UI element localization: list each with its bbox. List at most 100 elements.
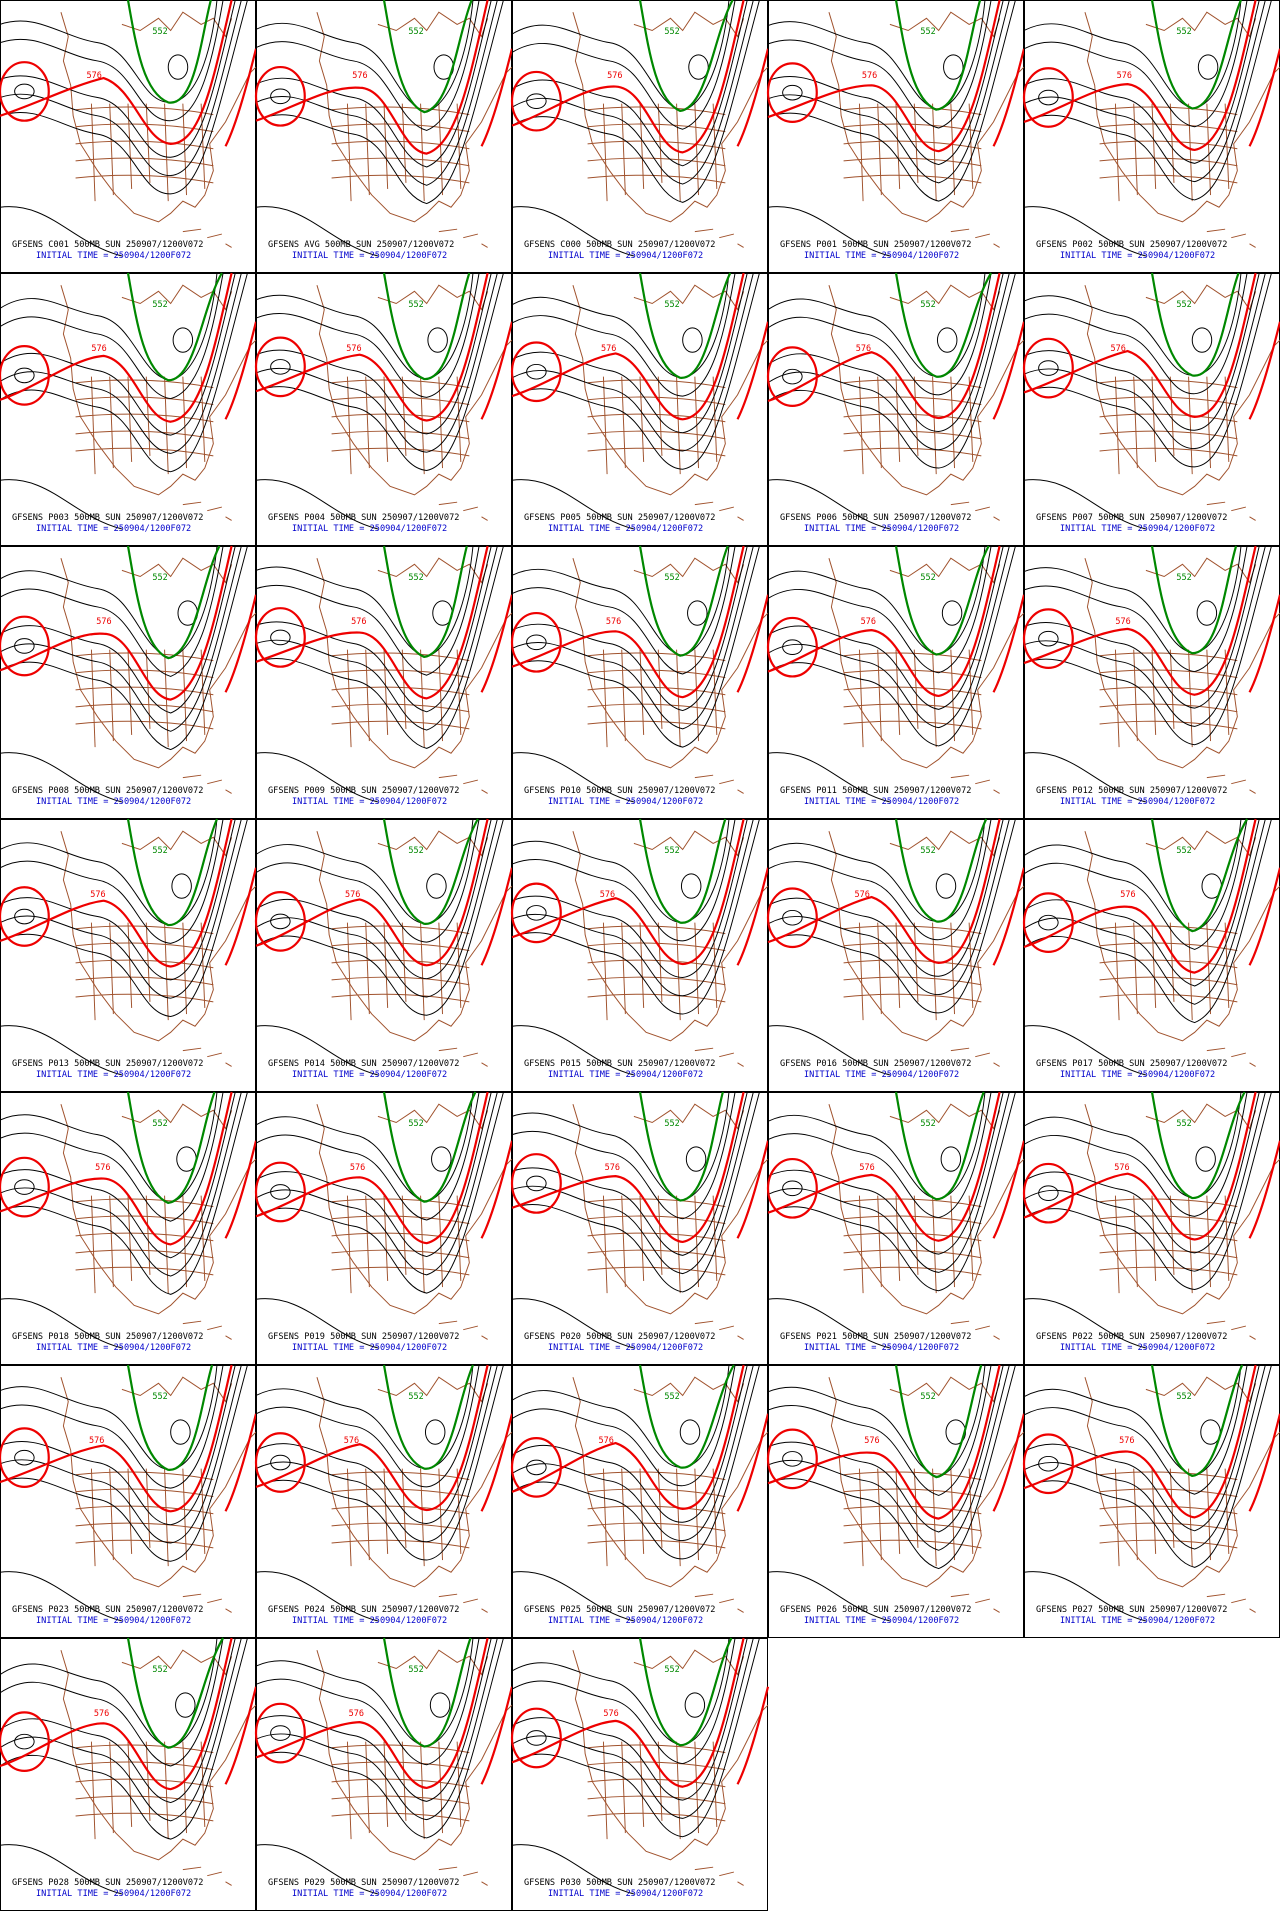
- contour-label: 552: [664, 300, 679, 310]
- border-line: [1224, 1468, 1230, 1554]
- height-contour: [1023, 818, 1248, 950]
- panel-title: GFSENS P027 500MB SUN 250907/1200V072: [1036, 1605, 1227, 1615]
- border-line: [1169, 649, 1175, 729]
- low-center: [684, 1692, 706, 1718]
- border-line: [75, 174, 214, 184]
- border-line: [331, 703, 470, 713]
- map: 576 552: [0, 272, 258, 530]
- border-line: [877, 1468, 882, 1561]
- height-contour: [0, 1364, 224, 1489]
- contour-576-east: [480, 1140, 514, 1239]
- panel-title: GFSENS P015 500MB SUN 250907/1200V072: [524, 1059, 715, 1069]
- border-line: [843, 1505, 982, 1515]
- height-contour: [0, 1364, 248, 1562]
- panel-init-time: INITIAL TIME = 250904/1200F072: [548, 1616, 703, 1626]
- high-center: [782, 368, 803, 385]
- border-line: [75, 959, 214, 969]
- coastline-north: [1145, 830, 1257, 857]
- height-contour: [1023, 0, 1260, 164]
- border-line: [1099, 720, 1238, 730]
- contour-576: [255, 1091, 489, 1245]
- panel-init-time: INITIAL TIME = 250904/1200F072: [1060, 251, 1215, 261]
- height-contour: [255, 752, 379, 803]
- border-line: [75, 686, 214, 696]
- coastline-north: [121, 11, 233, 38]
- map-panel: 576 552 GFSENS C000 500MB SUN 250907/1200V…: [510, 0, 770, 273]
- height-contour: [767, 545, 1016, 747]
- contour-576-east: [480, 1413, 514, 1512]
- map: 576 552: [510, 545, 770, 803]
- panel-init-time: INITIAL TIME = 250904/1200F072: [804, 1616, 959, 1626]
- map-panel: 576 552 GFSENS P003 500MB SUN 250907/1200V…: [0, 272, 258, 546]
- border-line: [694, 103, 700, 196]
- contour-576: [1023, 545, 1257, 696]
- high-center: [782, 84, 803, 101]
- contour-label: 552: [152, 846, 167, 856]
- border-line: [456, 1741, 462, 1827]
- contour-label: 552: [152, 300, 167, 310]
- islands: [694, 1047, 744, 1067]
- height-contour: [1023, 1364, 1248, 1495]
- height-contour: [511, 0, 730, 112]
- border-line: [587, 1778, 726, 1788]
- border-line: [182, 1468, 188, 1561]
- border-line: [383, 1195, 389, 1281]
- islands: [950, 501, 1000, 521]
- height-contour: [511, 1637, 760, 1838]
- height-contour: [0, 272, 248, 473]
- panel-init-time: INITIAL TIME = 250904/1200F072: [548, 1343, 703, 1353]
- height-contour: [511, 479, 635, 530]
- height-contour: [255, 818, 492, 980]
- height-contour: [255, 1091, 498, 1276]
- border-line: [843, 1522, 982, 1532]
- border-line: [331, 413, 470, 423]
- coastline-north: [889, 830, 1001, 857]
- contour-576-loop: [254, 891, 306, 952]
- coastline-north: [633, 1649, 745, 1676]
- panel-title: GFSENS P022 500MB SUN 250907/1200V072: [1036, 1332, 1227, 1342]
- border-line: [420, 922, 425, 1021]
- border-line: [657, 1741, 663, 1821]
- panel-init-time: INITIAL TIME = 250904/1200F072: [36, 251, 191, 261]
- contour-552: [638, 1091, 724, 1202]
- map: 576 552: [254, 545, 514, 803]
- contour-552: [894, 0, 982, 111]
- panel-title: GFSENS P023 500MB SUN 250907/1200V072: [12, 1605, 203, 1615]
- border-line: [365, 1468, 370, 1561]
- border-line: [950, 103, 956, 196]
- contour-576-east: [224, 867, 258, 966]
- border-line: [145, 376, 151, 456]
- height-contour: [1023, 818, 1266, 1005]
- height-contour: [1023, 1364, 1272, 1568]
- height-contour: [767, 1091, 986, 1200]
- height-contour: [1023, 1091, 1266, 1272]
- border-line: [331, 976, 470, 986]
- contour-552: [894, 818, 988, 923]
- border-line: [843, 720, 982, 730]
- height-contour: [767, 818, 1016, 1014]
- height-contour: [0, 0, 248, 195]
- contour-label: 576: [90, 890, 105, 900]
- height-contour: [767, 818, 992, 941]
- contour-552: [382, 1637, 472, 1748]
- contour-576: [255, 1637, 489, 1790]
- border-line: [1099, 157, 1238, 167]
- height-contour: [255, 1637, 492, 1802]
- low-center: [175, 1692, 196, 1718]
- border-line: [843, 447, 982, 457]
- border-line: [75, 1505, 214, 1515]
- panel-title: GFSENS P013 500MB SUN 250907/1200V072: [12, 1059, 203, 1069]
- contour-576-loop: [1022, 67, 1074, 128]
- border-line: [712, 922, 718, 1008]
- border-line: [1169, 1468, 1175, 1548]
- coastline-north: [121, 557, 233, 584]
- contour-576: [767, 545, 1001, 698]
- height-contour: [1023, 1025, 1147, 1076]
- coastline-north: [121, 284, 233, 311]
- border-line: [602, 1468, 608, 1567]
- contour-576-east: [736, 48, 770, 147]
- coastline-north: [633, 11, 745, 38]
- border-line: [621, 1468, 626, 1561]
- height-contour: [511, 545, 760, 748]
